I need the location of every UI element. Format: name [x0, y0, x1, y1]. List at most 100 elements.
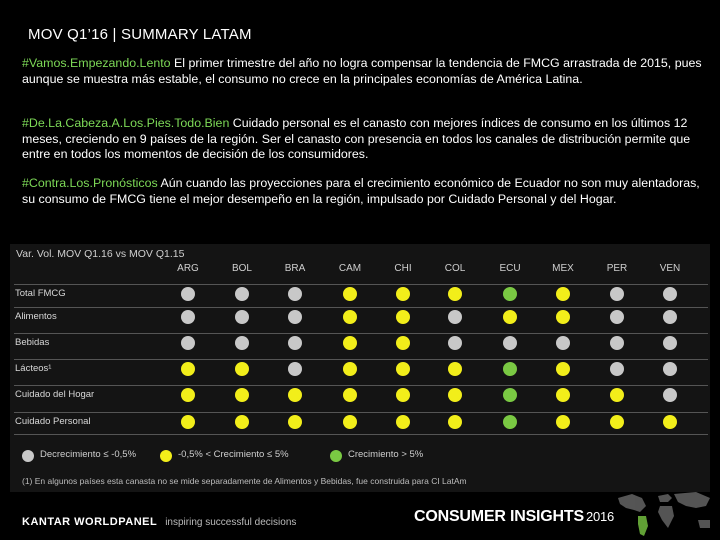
status-dot — [181, 388, 195, 402]
status-dot — [396, 336, 410, 350]
status-dot — [610, 362, 624, 376]
row-label: Cuidado Personal — [15, 416, 91, 427]
row-label: Cuidado del Hogar — [15, 389, 95, 400]
status-dot — [235, 336, 249, 350]
status-dot — [288, 415, 302, 429]
column-header-mex: MEX — [552, 263, 574, 274]
hashtag: #Vamos.Empezando.Lento — [22, 56, 171, 70]
column-header-per: PER — [606, 263, 628, 274]
row-divider — [14, 307, 708, 308]
status-dot — [396, 415, 410, 429]
status-dot — [663, 310, 677, 324]
status-dot — [181, 336, 195, 350]
row-label: Lácteos¹ — [15, 363, 52, 374]
row-divider — [14, 333, 708, 334]
status-dot — [235, 388, 249, 402]
status-dot — [610, 415, 624, 429]
hashtag: #Contra.Los.Pronósticos — [22, 176, 158, 190]
legend-dot-growth — [330, 450, 342, 462]
status-dot — [343, 415, 357, 429]
legend-dot-decline — [22, 450, 34, 462]
status-dot — [503, 336, 517, 350]
status-dot — [663, 362, 677, 376]
status-dot — [503, 310, 517, 324]
status-dot — [448, 287, 462, 301]
kantar-logo: KANTAR WORLDPANEL inspiring successful de… — [22, 516, 296, 528]
brand-tagline: inspiring successful decisions — [165, 517, 297, 528]
product-name: CONSUMER INSIGHTS — [414, 508, 584, 525]
status-dot — [288, 336, 302, 350]
year-label: 2016 — [585, 509, 615, 524]
status-dot — [556, 362, 570, 376]
legend-label-decline: Decrecimiento ≤ -0,5% — [40, 449, 137, 460]
column-header-bol: BOL — [231, 263, 252, 274]
status-dot — [556, 287, 570, 301]
status-dot — [556, 310, 570, 324]
paragraph-text: Cuidado personal es el canasto con mejor… — [22, 116, 691, 162]
status-dot — [288, 388, 302, 402]
status-dot — [288, 362, 302, 376]
status-dot — [235, 310, 249, 324]
status-dot — [610, 310, 624, 324]
world-map-icon — [618, 492, 710, 536]
status-dot — [181, 287, 195, 301]
status-dot — [503, 415, 517, 429]
status-dot — [343, 362, 357, 376]
status-dot — [663, 287, 677, 301]
consumer-insights-logo: CONSUMER INSIGHTS 2016 — [414, 508, 614, 526]
status-dot — [343, 310, 357, 324]
status-dot — [448, 310, 462, 324]
status-dot — [503, 388, 517, 402]
status-dot — [343, 336, 357, 350]
status-dot — [448, 362, 462, 376]
status-dot — [235, 287, 249, 301]
status-dot — [663, 388, 677, 402]
status-dot — [396, 362, 410, 376]
row-divider — [14, 434, 708, 435]
summary-paragraph-3: #Contra.Los.Pronósticos Aún cuando las p… — [22, 176, 706, 207]
status-dot — [396, 287, 410, 301]
summary-paragraph-1: #Vamos.Empezando.Lento El primer trimest… — [22, 56, 706, 87]
legend-label-growth: Crecimiento > 5% — [348, 449, 424, 460]
row-label: Alimentos — [15, 311, 57, 322]
row-label: Bebidas — [15, 337, 50, 348]
row-divider — [14, 385, 708, 386]
paragraph-text: El primer trimestre del año no logra com… — [22, 56, 702, 86]
status-dot — [610, 336, 624, 350]
paragraph-text: Aún cuando las proyecciones para el crec… — [22, 176, 700, 206]
status-dot — [448, 388, 462, 402]
status-dot — [181, 310, 195, 324]
status-dot — [448, 336, 462, 350]
footnote: (1) En algunos países esta canasta no se… — [22, 476, 467, 486]
status-dot — [448, 415, 462, 429]
status-dot — [235, 415, 249, 429]
column-header-bra: BRA — [284, 263, 306, 274]
status-dot — [503, 287, 517, 301]
summary-paragraph-2: #De.La.Cabeza.A.Los.Pies.Todo.Bien Cuida… — [22, 116, 706, 163]
status-dot — [343, 287, 357, 301]
row-divider — [14, 284, 708, 285]
legend-label-moderate: -0,5% < Crecimiento ≤ 5% — [178, 449, 289, 460]
hashtag: #De.La.Cabeza.A.Los.Pies.Todo.Bien — [22, 116, 230, 130]
row-divider — [14, 412, 708, 413]
status-dot — [556, 388, 570, 402]
row-label: Total FMCG — [15, 288, 66, 299]
status-dot — [556, 336, 570, 350]
legend-dot-moderate — [160, 450, 172, 462]
status-dot — [343, 388, 357, 402]
column-header-chi: CHI — [394, 263, 412, 274]
status-dot — [610, 287, 624, 301]
column-header-ven: VEN — [659, 263, 681, 274]
status-dot — [288, 287, 302, 301]
status-dot — [503, 362, 517, 376]
column-header-col: COL — [444, 263, 466, 274]
status-dot — [663, 415, 677, 429]
status-dot — [288, 310, 302, 324]
page-title: MOV Q1’16 | SUMMARY LATAM — [28, 26, 252, 43]
status-dot — [663, 336, 677, 350]
brand-name: KANTAR WORLDPANEL — [22, 516, 158, 528]
matrix-title: Var. Vol. MOV Q1.16 vs MOV Q1.15 — [16, 248, 185, 260]
status-dot — [181, 362, 195, 376]
status-dot — [235, 362, 249, 376]
status-dot — [181, 415, 195, 429]
